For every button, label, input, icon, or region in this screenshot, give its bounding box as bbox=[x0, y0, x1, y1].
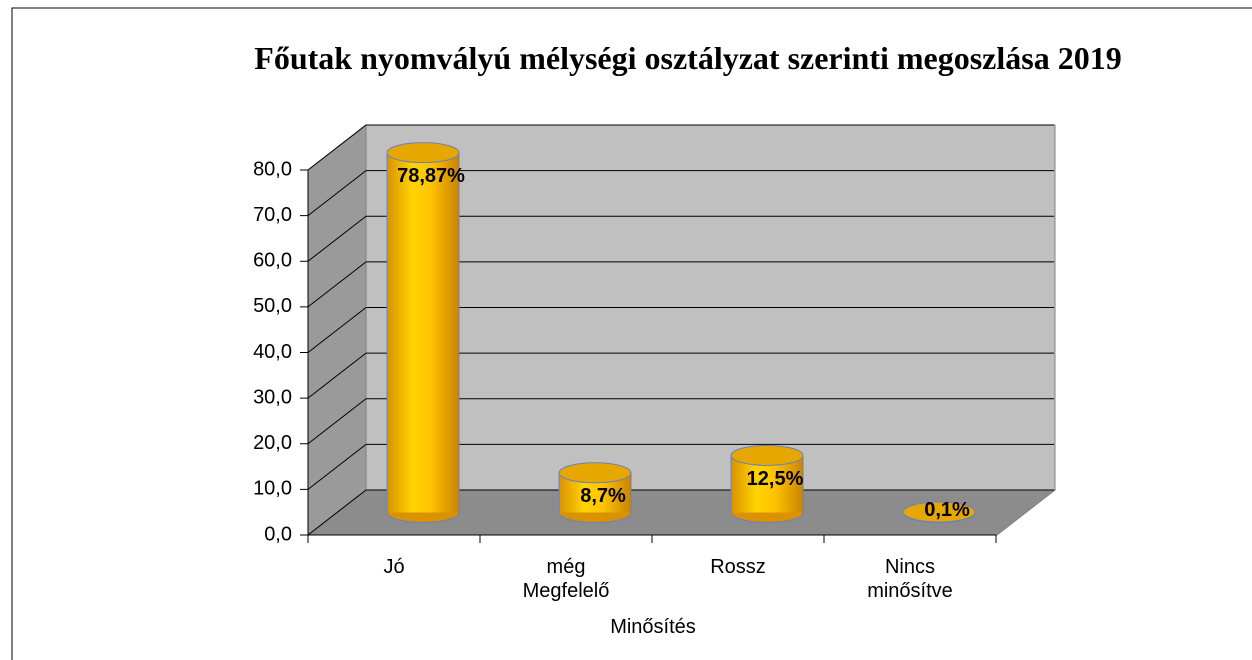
data-label: 0,1% bbox=[924, 499, 970, 521]
grid-line bbox=[307, 489, 367, 536]
grid-line bbox=[307, 124, 367, 171]
grid-line bbox=[307, 307, 367, 353]
grid-line bbox=[307, 261, 367, 308]
y-tick-label: 10,0 bbox=[253, 478, 292, 500]
grid-line bbox=[307, 170, 367, 217]
x-axis-label: Minősítés bbox=[610, 616, 696, 638]
bar-top bbox=[730, 444, 804, 466]
y-tick-label: 70,0 bbox=[253, 204, 292, 226]
y-tick-label: 60,0 bbox=[253, 250, 292, 272]
grid-line bbox=[307, 215, 367, 262]
x-tick-label: még Megfelelő bbox=[522, 556, 610, 602]
data-label: 12,5% bbox=[747, 468, 804, 490]
grid-line bbox=[307, 352, 367, 399]
chart-title: Főutak nyomvályú mélységi osztályzat sze… bbox=[254, 40, 1122, 76]
y-tick-label: 40,0 bbox=[253, 341, 292, 363]
bar-top bbox=[558, 462, 632, 484]
y-tick-label: 20,0 bbox=[253, 432, 292, 454]
bar-top bbox=[386, 142, 460, 164]
y-tick-label: 80,0 bbox=[253, 158, 292, 180]
bar-top bbox=[902, 501, 976, 523]
bar bbox=[387, 152, 459, 513]
frame bbox=[11, 7, 1252, 660]
x-tick-label: Jó bbox=[383, 556, 405, 578]
grid-line bbox=[307, 398, 367, 445]
grid-line bbox=[307, 443, 367, 490]
x-tick-label: Nincs minősítve bbox=[867, 556, 953, 602]
data-label: 8,7% bbox=[580, 485, 626, 507]
y-tick-label: 50,0 bbox=[253, 295, 292, 317]
data-label: 78,87% bbox=[397, 165, 465, 187]
y-tick-label: 30,0 bbox=[253, 386, 292, 408]
y-tick-label: 0,0 bbox=[264, 523, 292, 545]
x-tick-label: Rossz bbox=[710, 556, 766, 578]
